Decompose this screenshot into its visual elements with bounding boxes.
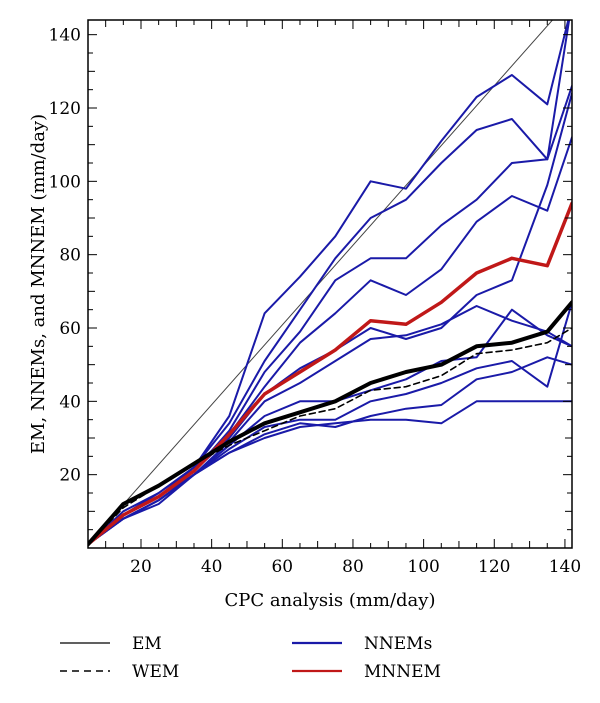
x-axis-title: CPC analysis (mm/day)	[225, 590, 436, 611]
axis-tick-labels: 20 40 60 80 100 120 140 20 40 60 80 100 120 140	[49, 26, 582, 577]
legend: EM WEM NNEMs MNNEM	[60, 634, 441, 682]
series-line-nnems-1	[88, 20, 570, 546]
y-tick-label-140: 140	[49, 26, 81, 46]
series-line-nnems-6	[88, 305, 572, 546]
legend-label-mnnem: MNNEM	[364, 662, 441, 682]
plot-lines	[88, 20, 572, 547]
legend-label-wem: WEM	[132, 662, 179, 682]
x-tick-label-60: 60	[271, 557, 293, 577]
series-line-em-0	[88, 20, 554, 545]
legend-label-em: EM	[132, 634, 162, 654]
x-tick-label-140: 140	[549, 557, 581, 577]
series-line-nnems-2	[88, 20, 571, 546]
legend-label-nnems: NNEMs	[364, 634, 432, 654]
x-tick-label-120: 120	[478, 557, 510, 577]
y-tick-label-100: 100	[49, 172, 81, 192]
y-axis-title: EM, NNEMs, and MNNEM (mm/day)	[28, 114, 49, 454]
y-tick-label-60: 60	[59, 319, 81, 339]
axis-ticks	[88, 20, 572, 548]
series-line-nnems-9	[88, 356, 572, 546]
y-tick-label-120: 120	[49, 99, 81, 119]
x-tick-label-80: 80	[342, 557, 364, 577]
series-line-mnnem-11	[88, 201, 572, 547]
series-line-wem-12	[88, 327, 572, 546]
x-tick-label-40: 40	[201, 557, 223, 577]
series-line-wem-mean-13	[88, 300, 572, 547]
y-tick-label-40: 40	[59, 392, 81, 412]
y-tick-label-20: 20	[59, 466, 81, 486]
x-tick-label-20: 20	[130, 557, 152, 577]
x-tick-label-100: 100	[407, 557, 439, 577]
y-tick-label-80: 80	[59, 246, 81, 266]
plot-frame	[87, 19, 573, 549]
series-line-nnems-10	[88, 400, 572, 546]
